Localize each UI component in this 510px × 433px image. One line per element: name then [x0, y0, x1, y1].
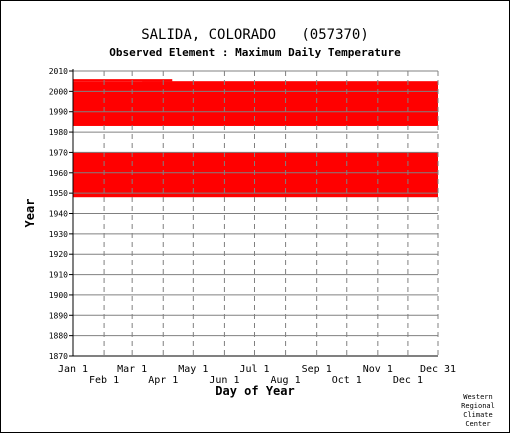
y-tick-label: 2010: [49, 67, 68, 76]
y-axis-label: Year: [23, 199, 37, 228]
x-tick-label: Oct 1: [332, 375, 362, 386]
chart-title: SALIDA, COLORADO (057370): [141, 27, 369, 43]
credit-line: Regional: [461, 402, 495, 410]
y-tick-label: 1940: [49, 210, 68, 219]
x-tick-label: Jun 1: [209, 375, 239, 386]
y-tick-label: 1890: [49, 311, 68, 320]
observed-block: [73, 81, 438, 126]
x-tick-label: Apr 1: [148, 375, 178, 386]
y-tick-label: 1920: [49, 250, 68, 259]
y-tick-label: 1930: [49, 230, 68, 239]
y-tick-label: 1970: [49, 148, 68, 157]
chart-subtitle: Observed Element : Maximum Daily Tempera…: [109, 46, 401, 59]
x-tick-label: Feb 1: [89, 375, 119, 386]
x-axis-label: Day of Year: [215, 384, 294, 398]
observed-data-blocks: [73, 79, 438, 198]
x-tick-label: Nov 1: [363, 364, 393, 375]
grid-lines: [72, 70, 439, 357]
y-tick-label: 1960: [49, 169, 68, 178]
credit-line: Center: [465, 420, 490, 428]
y-tick-label: 1990: [49, 108, 68, 117]
observed-block: [73, 79, 173, 82]
x-tick-label: Dec 1: [393, 375, 423, 386]
x-tick-label: Mar 1: [117, 364, 147, 375]
y-tick-labels: 1870 1880 1890 1900 1910 1920 1930 1940 1950 1960…: [49, 67, 73, 361]
y-tick-label: 1880: [49, 332, 68, 341]
y-tick-label: 1950: [49, 189, 68, 198]
x-tick-label: May 1: [178, 364, 208, 375]
axes: [72, 69, 438, 357]
y-tick-label: 1980: [49, 128, 68, 137]
observed-block: [142, 81, 173, 84]
x-tick-label: Jan 1: [58, 364, 88, 375]
y-tick-label: 1910: [49, 271, 68, 280]
y-tick-label: 2000: [49, 87, 68, 96]
x-tick-label: Dec 31: [420, 364, 456, 375]
x-tick-labels: Jan 1 Mar 1 May 1 Jul 1 Sep 1 Nov 1 Dec 31 Feb …: [58, 364, 456, 386]
x-tick-label: Jul 1: [239, 364, 269, 375]
credit-line: Western: [463, 393, 493, 401]
observed-block: [73, 152, 438, 198]
credit-line: Climate: [463, 411, 493, 419]
x-tick-label: Sep 1: [302, 364, 332, 375]
y-tick-label: 1870: [49, 352, 68, 361]
x-tick-label: Aug 1: [271, 375, 301, 386]
y-tick-label: 1900: [49, 291, 68, 300]
